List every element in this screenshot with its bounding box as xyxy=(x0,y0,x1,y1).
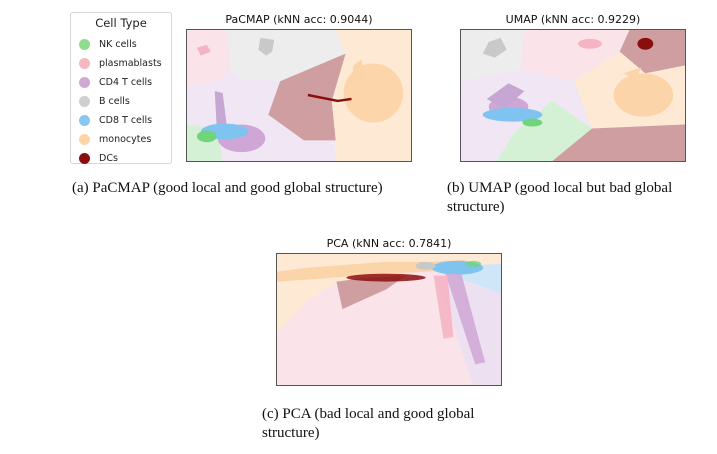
pca-cluster-cd4 xyxy=(445,273,486,365)
legend-marker-cd8 xyxy=(79,114,90,126)
legend-marker-b xyxy=(79,95,90,107)
pacmap-cluster-b xyxy=(258,37,275,56)
pacmap-region-dcs xyxy=(268,53,346,141)
umap-caption-line-2: structure) xyxy=(447,199,505,215)
umap-region-nk xyxy=(496,100,592,161)
legend-item-b-cells: B cells xyxy=(79,94,130,108)
legend-item-dcs: DCs xyxy=(79,151,118,165)
legend-label: NK cells xyxy=(99,38,137,50)
legend-marker-dcs xyxy=(79,152,90,164)
legend-marker-plasmablasts xyxy=(79,57,90,69)
legend-item-cd8-t-cells: CD8 T cells xyxy=(79,113,152,127)
umap-region-plasmablasts xyxy=(520,30,630,82)
umap-plot xyxy=(460,29,686,162)
legend-item-monocytes: monocytes xyxy=(79,132,151,146)
pacmap-region-plasmablasts xyxy=(187,30,231,86)
pca-caption-line-2: structure) xyxy=(262,425,320,441)
umap-cluster-cd4-arm xyxy=(486,83,525,109)
pacmap-panel-title: PaCMAP (kNN acc: 0.9044) xyxy=(225,13,373,26)
legend-label: CD4 T cells xyxy=(99,76,153,88)
legend-item-cd4-t-cells: CD4 T cells xyxy=(79,75,152,89)
legend-title: Cell Type xyxy=(95,16,147,30)
pca-caption-line-1: (c) PCA (bad local and good global xyxy=(262,406,475,422)
pacmap-cluster-plasmablasts xyxy=(196,44,211,56)
pca-region-dcs xyxy=(336,275,406,310)
umap-cluster-monocytes xyxy=(613,73,674,117)
umap-cluster-b xyxy=(482,37,507,58)
pca-panel-title: PCA (kNN acc: 0.7841) xyxy=(326,237,452,250)
umap-caption-line-1: (b) UMAP (good local but bad global xyxy=(447,180,673,196)
pca-cluster-plasmablasts xyxy=(433,275,454,339)
umap-cluster-cd8 xyxy=(482,107,543,122)
legend-label: B cells xyxy=(99,95,130,107)
cell-type-legend: Cell Type NK cells plasmablasts CD4 T ce… xyxy=(70,12,172,164)
legend-item-nk-cells: NK cells xyxy=(79,37,137,51)
pacmap-cluster-monocytes xyxy=(343,63,404,123)
umap-cluster-plasmablasts xyxy=(577,38,602,49)
pacmap-cluster-nk xyxy=(196,130,217,143)
pca-cluster-b xyxy=(415,261,436,270)
legend-item-plasmablasts: plasmablasts xyxy=(79,56,162,70)
pacmap-caption: (a) PaCMAP (good local and good global s… xyxy=(72,180,383,196)
legend-label: plasmablasts xyxy=(99,57,162,69)
pacmap-plot xyxy=(186,29,412,162)
umap-region-dcs-top xyxy=(619,30,685,74)
umap-cluster-monocytes-tail xyxy=(623,67,642,80)
umap-panel-title: UMAP (kNN acc: 0.9229) xyxy=(505,13,641,26)
legend-label: CD8 T cells xyxy=(99,114,153,126)
legend-marker-cd4 xyxy=(79,76,90,88)
pca-embedding-figure xyxy=(277,254,501,385)
pca-plot xyxy=(276,253,502,386)
pacmap-region-b xyxy=(226,30,346,82)
umap-cluster-nk xyxy=(522,118,543,127)
umap-embedding-figure xyxy=(461,30,685,161)
umap-cluster-dcs xyxy=(637,37,654,50)
pacmap-cluster-dcs xyxy=(307,93,352,103)
legend-label: monocytes xyxy=(99,133,152,145)
pacmap-cluster-cd4-arm xyxy=(214,91,227,129)
umap-region-dcs-bottom xyxy=(552,124,685,161)
pca-cluster-nk xyxy=(465,260,482,267)
pacmap-embedding-figure xyxy=(187,30,411,161)
legend-marker-monocytes xyxy=(79,133,90,145)
legend-label: DCs xyxy=(99,152,118,164)
legend-marker-nk xyxy=(79,38,90,50)
pacmap-cluster-monocytes-tail xyxy=(351,59,366,84)
pca-cluster-dcs xyxy=(346,273,426,282)
